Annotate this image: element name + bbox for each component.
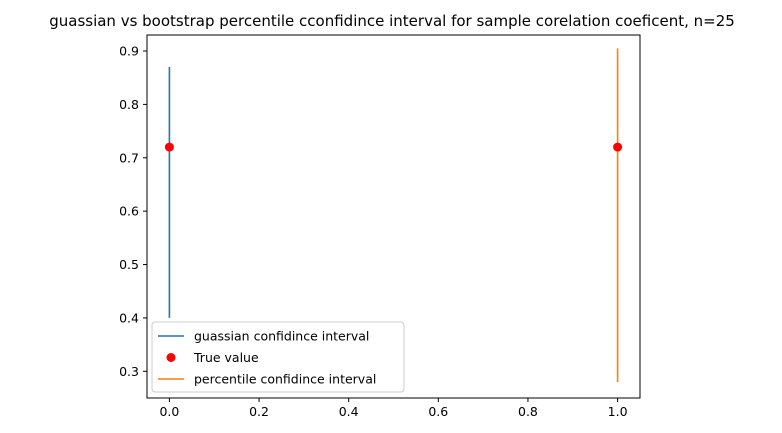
x-tick-label: 0.0: [159, 404, 179, 419]
legend-box: [151, 321, 405, 393]
y-tick-label: 0.7: [119, 150, 139, 165]
y-tick-label: 0.3: [119, 364, 139, 379]
y-tick-label: 0.9: [119, 44, 139, 59]
legend: guassian confidince interval True value pe…: [151, 321, 405, 393]
series-point: [613, 142, 623, 152]
series-point: [164, 142, 174, 152]
x-tick-label: 0.8: [518, 404, 538, 419]
y-tick-label: 0.5: [119, 257, 139, 272]
y-tick-label: 0.4: [119, 310, 139, 325]
chart-title: guassian vs bootstrap percentile cconfid…: [49, 12, 735, 30]
series-layer: [164, 48, 623, 382]
legend-entry: True value: [193, 350, 259, 365]
x-axis: 0.0 0.2 0.4 0.6 0.8 1.0: [159, 398, 628, 419]
x-tick-label: 0.6: [428, 404, 448, 419]
legend-entry: percentile confidince interval: [194, 372, 376, 387]
y-axis: 0.3 0.4 0.5 0.6 0.7 0.8 0.9: [119, 44, 147, 379]
x-tick-label: 0.2: [249, 404, 269, 419]
x-tick-label: 0.4: [339, 404, 359, 419]
x-tick-label: 1.0: [608, 404, 628, 419]
y-tick-label: 0.8: [119, 97, 139, 112]
plot-area: [146, 34, 641, 399]
legend-entry: guassian confidince interval: [194, 329, 369, 344]
y-tick-label: 0.6: [119, 204, 139, 219]
legend-marker: [166, 353, 176, 362]
